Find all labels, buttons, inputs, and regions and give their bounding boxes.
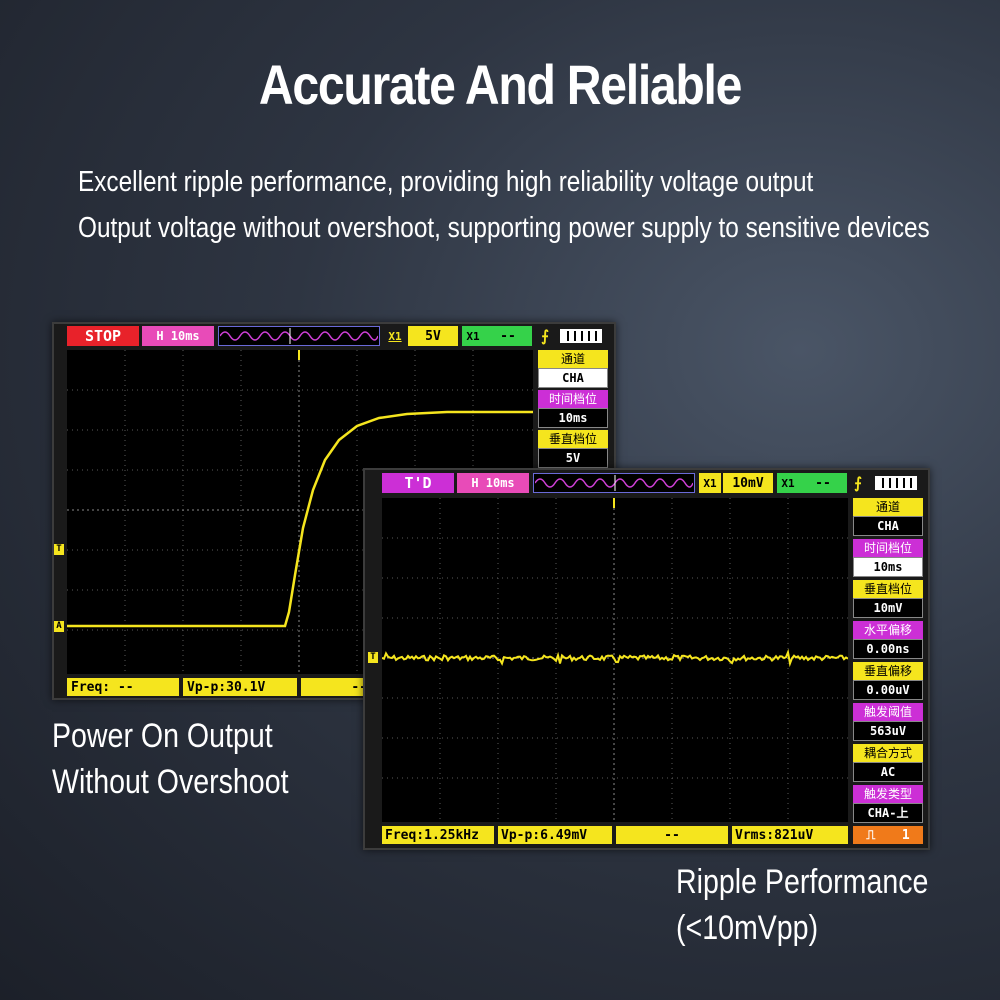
panel-label-timebase: 时间档位 xyxy=(853,539,923,557)
ch2-value: -- xyxy=(799,473,847,493)
panel-value-h-offset: 0.00ns xyxy=(853,639,923,659)
trigger-level-marker: T xyxy=(368,652,378,663)
volt-div-badge: 5V xyxy=(408,326,458,346)
probe-icon: X1 xyxy=(699,473,721,493)
freq-readout: Freq:1.25kHz xyxy=(382,826,494,844)
side-panel: 通道 CHA 时间档位 10ms 垂直档位 10mV 水平偏移 0.00ns 垂… xyxy=(853,498,923,828)
preview-wave-icon xyxy=(220,328,378,344)
ch2-value: -- xyxy=(484,326,532,346)
extra-readout: -- xyxy=(301,678,371,696)
trigger-edge-icon: ⨍ xyxy=(541,327,549,345)
subtitle-line-1: Excellent ripple performance, providing … xyxy=(78,166,814,198)
panel-value-trigger-type: CHA-上 xyxy=(853,803,923,823)
status-badge: STOP xyxy=(67,326,139,346)
status-badge: T'D xyxy=(382,473,454,493)
panel-label-vertical: 垂直档位 xyxy=(853,580,923,598)
scope-right-grid xyxy=(382,498,848,822)
scope-right: T'D H 10ms X1 10mV X1 -- ⨍ xyxy=(363,468,930,850)
vpp-readout: Vp-p:30.1V xyxy=(183,678,297,696)
scope-right-screen xyxy=(382,498,848,822)
extra-readout: -- xyxy=(616,826,728,844)
vrms-readout: Vrms:821uV xyxy=(732,826,848,844)
panel-value-timebase: 10ms xyxy=(538,408,608,428)
panel-label-channel: 通道 xyxy=(538,350,608,368)
freq-readout: Freq: -- xyxy=(67,678,179,696)
mode-value: 1 xyxy=(901,827,910,843)
caption-right-line-1: Ripple Performance xyxy=(676,863,929,901)
preview-wave-icon xyxy=(535,475,693,491)
caption-left-line-2: Without Overshoot xyxy=(52,763,289,801)
caption-left-line-1: Power On Output xyxy=(52,717,273,755)
panel-value-v-offset: 0.00uV xyxy=(853,680,923,700)
headline: Accurate And Reliable xyxy=(258,53,743,116)
panel-label-vertical: 垂直档位 xyxy=(538,430,608,448)
vpp-readout: Vp-p:6.49mV xyxy=(498,826,612,844)
waveform-preview xyxy=(218,326,380,346)
battery-icon xyxy=(875,476,917,490)
waveform-preview xyxy=(533,473,695,493)
trigger-level-marker: T xyxy=(54,544,64,555)
side-panel: 通道 CHA 时间档位 10ms 垂直档位 5V xyxy=(538,350,608,480)
timebase-badge: H 10ms xyxy=(142,326,214,346)
panel-label-timebase: 时间档位 xyxy=(538,390,608,408)
panel-label-h-offset: 水平偏移 xyxy=(853,621,923,639)
ch2-probe-icon: X1 xyxy=(462,326,484,346)
trigger-edge-icon: ⨍ xyxy=(854,474,862,492)
panel-value-coupling: AC xyxy=(853,762,923,782)
panel-value-trigger-threshold: 563uV xyxy=(853,721,923,741)
panel-label-v-offset: 垂直偏移 xyxy=(853,662,923,680)
ch2-probe-icon: X1 xyxy=(777,473,799,493)
ripple-trace xyxy=(382,648,848,668)
panel-label-trigger-type: 触发类型 xyxy=(853,785,923,803)
battery-icon xyxy=(560,329,602,343)
panel-label-channel: 通道 xyxy=(853,498,923,516)
panel-value-vertical: 10mV xyxy=(853,598,923,618)
panel-value-channel: CHA xyxy=(538,368,608,388)
power-on-trace xyxy=(67,410,533,628)
caption-right-line-2: (<10mVpp) xyxy=(676,909,819,947)
timebase-badge: H 10ms xyxy=(457,473,529,493)
panel-label-trigger-threshold: 触发阈值 xyxy=(853,703,923,721)
probe-icon: X1 xyxy=(388,329,402,343)
panel-value-vertical: 5V xyxy=(538,448,608,468)
panel-value-timebase: 10ms xyxy=(853,557,923,577)
volt-div-badge: 10mV xyxy=(723,473,773,493)
panel-label-coupling: 耦合方式 xyxy=(853,744,923,762)
mode-badge: ⎍ 1 xyxy=(853,826,923,844)
subtitle-line-2: Output voltage without overshoot, suppor… xyxy=(78,212,930,244)
square-wave-icon: ⎍ xyxy=(866,827,876,843)
ground-marker: A xyxy=(54,621,64,632)
panel-value-channel: CHA xyxy=(853,516,923,536)
